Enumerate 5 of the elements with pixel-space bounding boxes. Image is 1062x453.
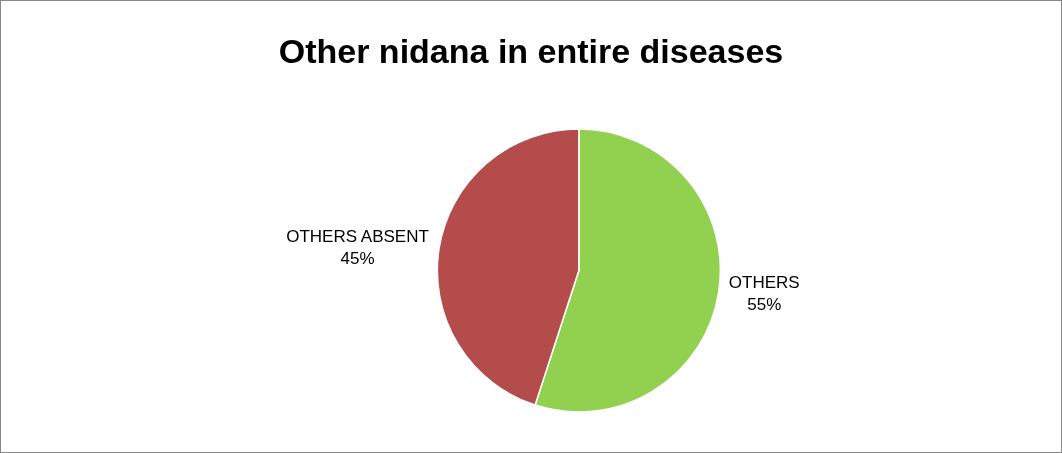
slice-label: OTHERS <box>728 272 800 292</box>
data-label: 45% <box>340 249 375 269</box>
data-label: 55% <box>747 294 782 314</box>
slice-label: OTHERS ABSENT <box>286 227 429 247</box>
chart-title: Other nidana in entire diseases <box>278 31 784 70</box>
